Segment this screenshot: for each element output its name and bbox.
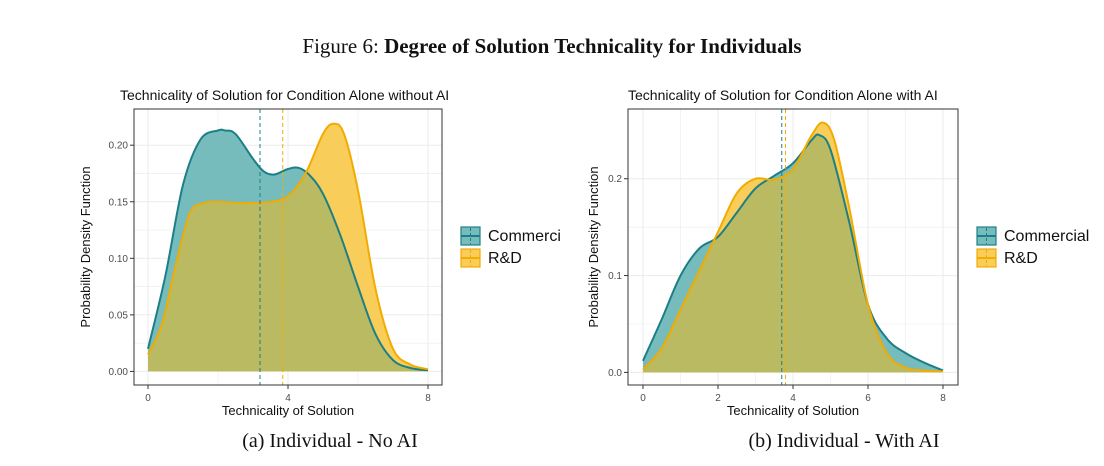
figure-title: Figure 6: Degree of Solution Technicalit… <box>0 34 1104 59</box>
x-tick-label: 0 <box>145 393 151 404</box>
legend-label-rd: R&D <box>1004 250 1038 267</box>
y-tick-label: 0.00 <box>109 367 129 378</box>
figure-heading: Degree of Solution Technicality for Indi… <box>384 34 802 58</box>
x-axis-title: Technicality of Solution <box>222 403 354 418</box>
x-tick-label: 8 <box>940 393 946 404</box>
x-axis-title: Technicality of Solution <box>727 403 859 418</box>
y-tick-label: 0.15 <box>109 197 129 208</box>
legend-label-commercial: Commercial <box>1004 228 1089 245</box>
density-line-rd <box>147 122 429 371</box>
y-tick-label: 0.2 <box>608 174 622 185</box>
y-tick-label: 0.10 <box>109 254 129 265</box>
legend-label-rd: R&D <box>488 250 522 267</box>
figure-label: Figure 6: <box>302 34 379 58</box>
legend-label-commercial: Commercial <box>488 228 560 245</box>
caption-no-ai: (a) Individual - No AI <box>242 430 418 452</box>
caption-with-ai: (b) Individual - With AI <box>748 430 940 452</box>
x-tick-label: 8 <box>425 393 431 404</box>
y-tick-label: 0.0 <box>608 368 622 379</box>
y-axis-title: Probability Density Function <box>586 166 601 327</box>
plot-title: Technicality of Solution for Condition A… <box>628 87 938 103</box>
density-chart-with-ai: 0 2 4 6 8 0.0 0.1 0.2 Technicality of Solution f… <box>586 87 1089 418</box>
x-tick-label: 2 <box>715 393 721 404</box>
y-tick-label: 0.20 <box>109 141 129 152</box>
x-tick-label: 4 <box>790 393 796 404</box>
plot-title: Technicality of Solution for Condition A… <box>120 87 449 103</box>
y-axis-title: Probability Density Function <box>78 166 93 327</box>
density-chart-no-ai: 0 4 8 0.00 0.05 0.10 0.15 0.20 Technicality of S… <box>78 87 560 418</box>
x-tick-label: 4 <box>285 393 291 404</box>
x-tick-label: 6 <box>865 393 871 404</box>
y-tick-label: 0.1 <box>608 271 622 282</box>
density-area-overlap <box>643 134 943 373</box>
density-line-commercial <box>147 128 429 372</box>
y-tick-label: 0.05 <box>109 310 129 321</box>
x-tick-label: 0 <box>640 393 646 404</box>
density-line-rd <box>642 121 944 373</box>
density-area-overlap <box>148 129 428 372</box>
